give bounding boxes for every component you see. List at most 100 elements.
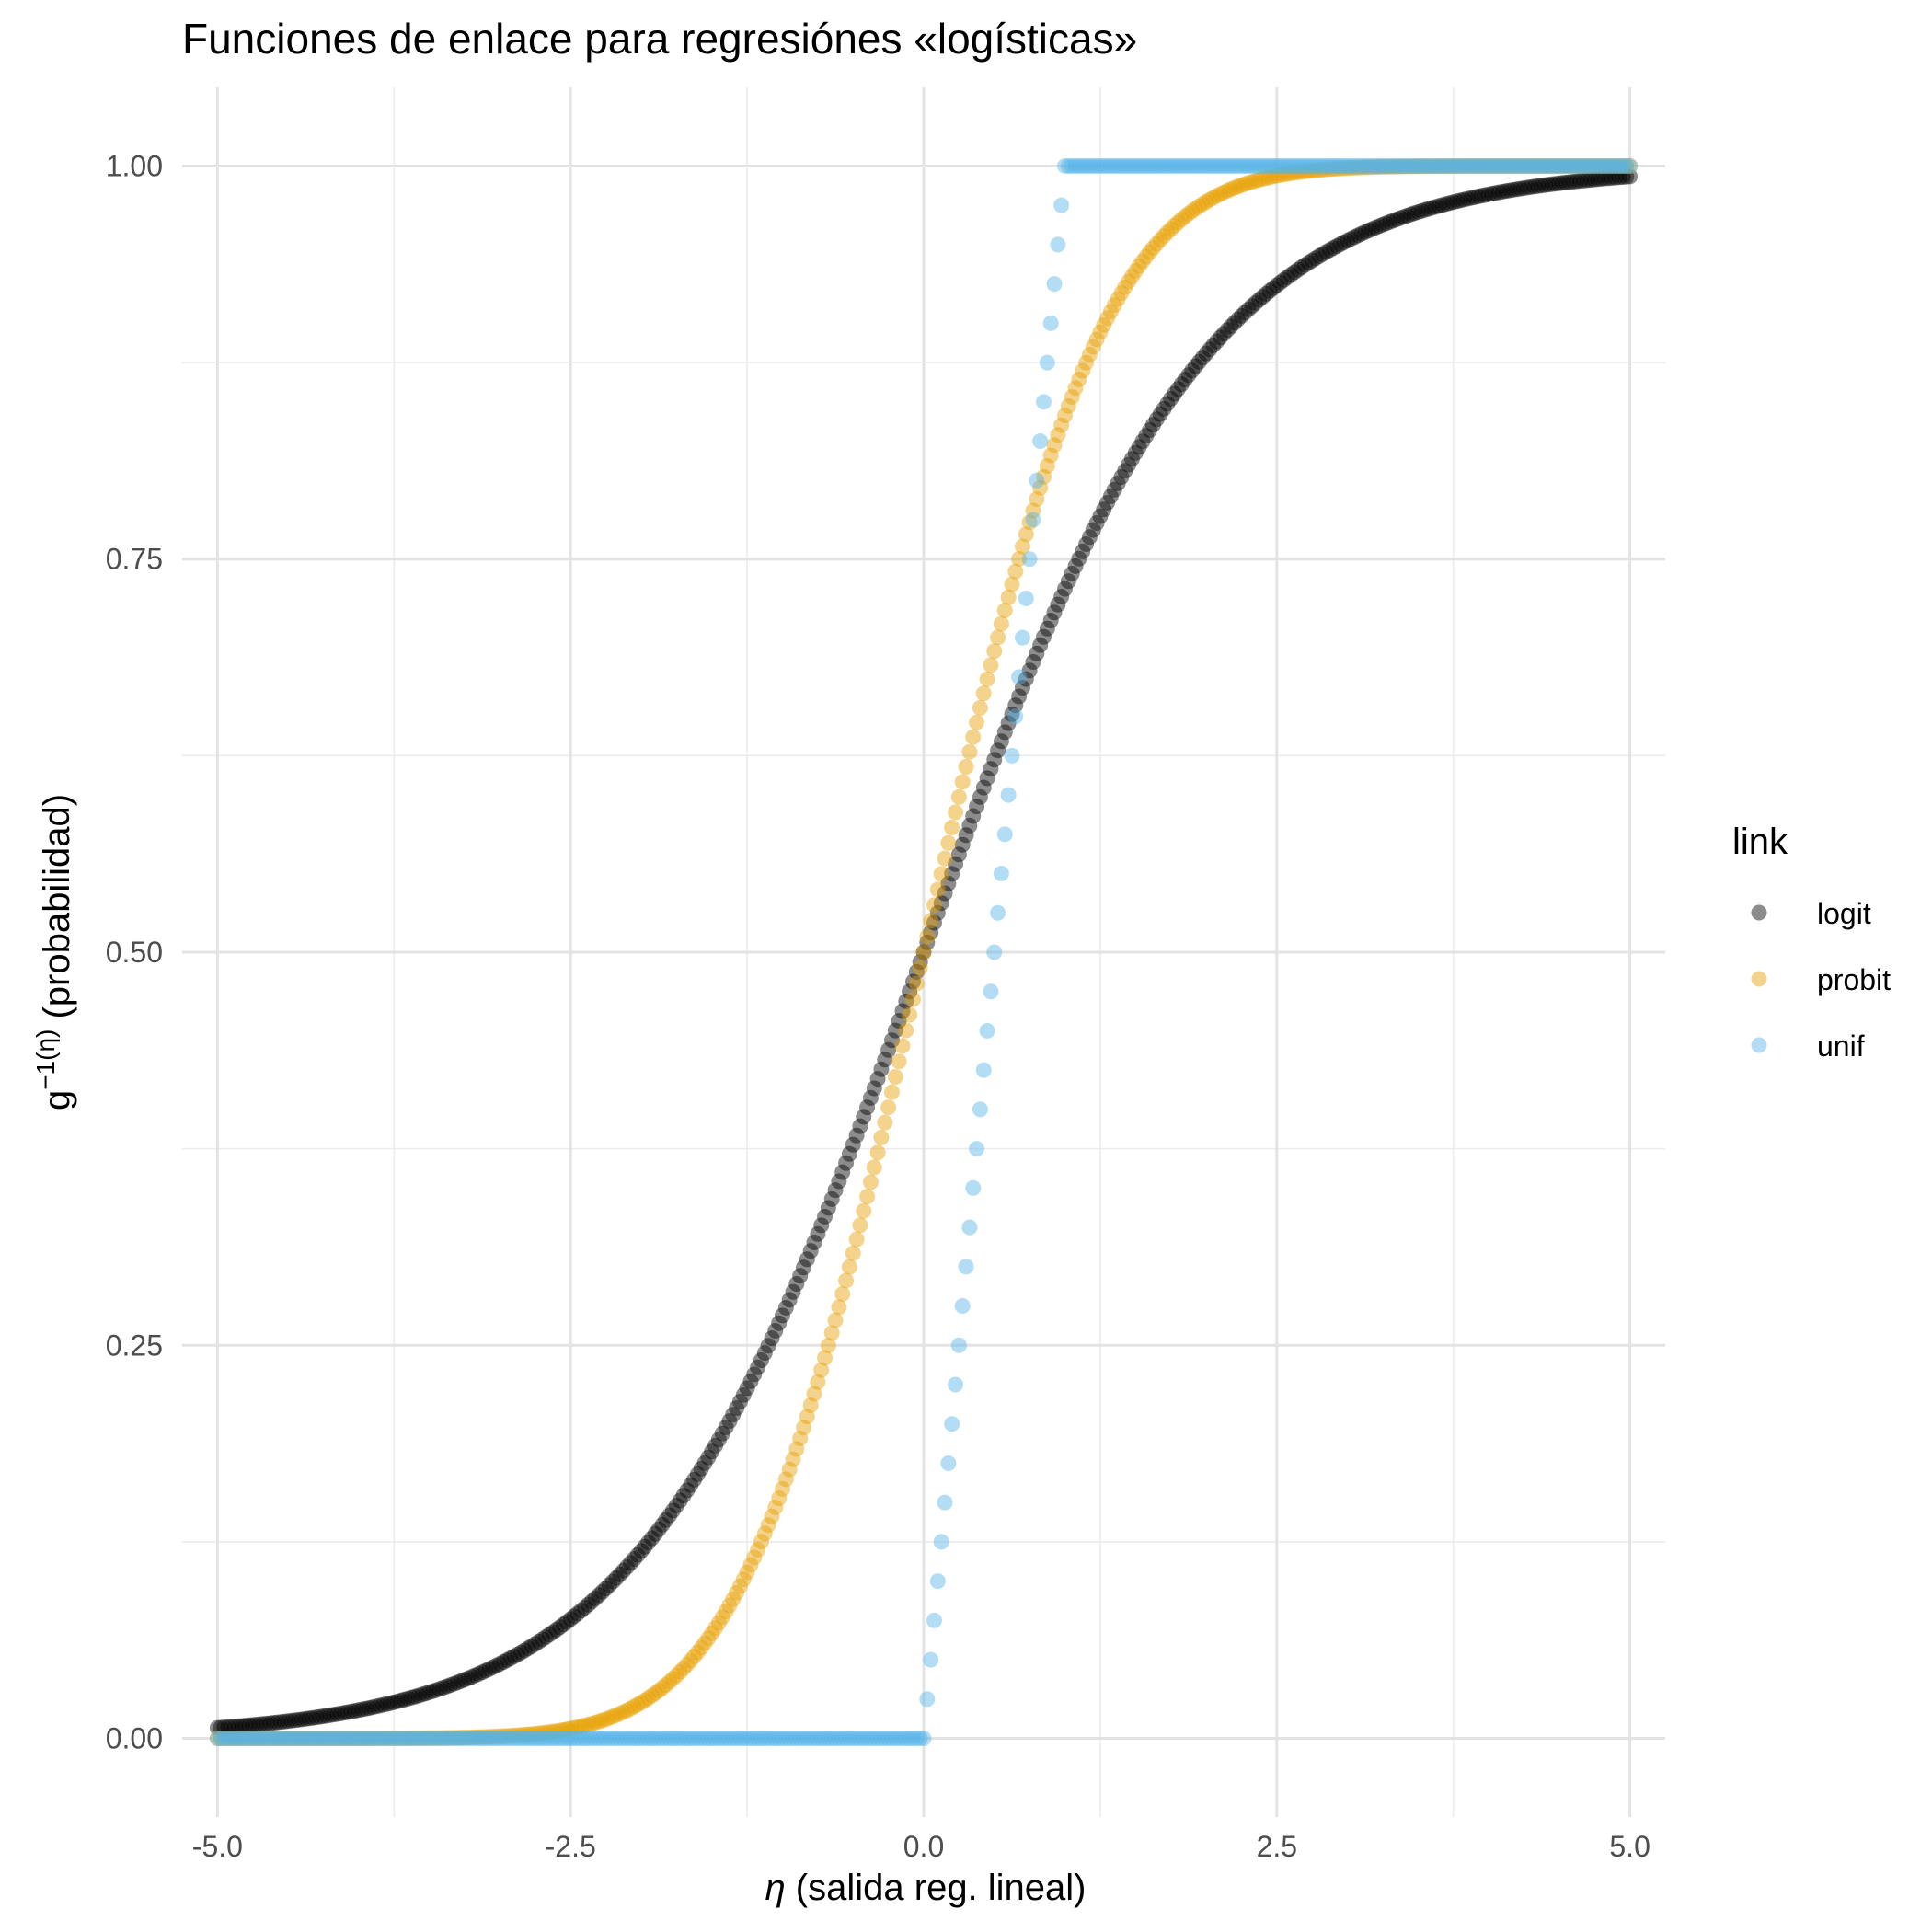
- point-unif: [516, 1731, 533, 1747]
- point-logit: [477, 1662, 494, 1679]
- point-unif: [937, 1494, 953, 1511]
- point-logit: [661, 1507, 678, 1524]
- y-axis-superscript: −1(η): [31, 1029, 60, 1090]
- point-unif: [1459, 157, 1476, 174]
- point-unif: [453, 1731, 469, 1747]
- point-unif: [1106, 157, 1122, 174]
- point-unif: [389, 1731, 406, 1747]
- point-probit: [491, 1728, 508, 1744]
- point-probit: [1230, 178, 1247, 195]
- point-logit: [827, 1182, 844, 1199]
- point-logit: [1198, 345, 1214, 362]
- point-unif: [887, 1731, 903, 1747]
- point-unif: [410, 1731, 427, 1747]
- point-logit: [1085, 522, 1101, 538]
- point-probit: [1484, 158, 1501, 174]
- point-logit: [1088, 515, 1105, 532]
- point-unif: [573, 1731, 590, 1747]
- point-logit: [266, 1715, 282, 1731]
- point-unif: [1081, 157, 1098, 174]
- point-unif: [385, 1731, 402, 1747]
- point-logit: [1434, 197, 1451, 213]
- point-logit: [1580, 172, 1596, 189]
- point-unif: [552, 1731, 569, 1747]
- point-probit: [961, 743, 978, 760]
- point-unif: [1434, 157, 1451, 174]
- point-probit: [485, 1729, 501, 1745]
- point-logit: [742, 1373, 759, 1389]
- point-probit: [774, 1480, 790, 1497]
- point-probit: [1385, 158, 1401, 175]
- point-unif: [1399, 157, 1416, 174]
- point-probit: [781, 1461, 798, 1478]
- point-logit: [640, 1535, 657, 1551]
- point-probit: [577, 1718, 593, 1734]
- point-unif: [891, 1731, 907, 1747]
- point-probit: [1064, 388, 1080, 405]
- point-unif: [856, 1731, 872, 1747]
- point-probit: [1509, 157, 1525, 174]
- point-logit: [1099, 494, 1116, 511]
- point-probit: [845, 1245, 861, 1261]
- point-probit: [1622, 157, 1639, 174]
- point-logit: [950, 846, 967, 863]
- point-unif: [270, 1731, 286, 1747]
- point-probit: [1215, 184, 1232, 201]
- point-logit: [443, 1677, 459, 1694]
- point-unif: [1353, 157, 1370, 174]
- point-unif: [1272, 157, 1289, 174]
- point-unif: [1110, 157, 1126, 174]
- point-unif: [796, 1731, 811, 1747]
- point-probit: [1085, 339, 1101, 355]
- point-unif: [1442, 157, 1458, 174]
- point-probit: [594, 1712, 611, 1729]
- point-probit: [1452, 158, 1468, 175]
- point-logit: [1618, 168, 1635, 185]
- point-probit: [1177, 208, 1193, 224]
- legend: link logit probit unif: [1732, 822, 1891, 1063]
- point-probit: [439, 1730, 455, 1746]
- legend-label-probit: probit: [1817, 963, 1891, 996]
- point-probit: [1223, 181, 1239, 198]
- point-probit: [1371, 159, 1387, 176]
- point-logit: [414, 1686, 431, 1703]
- point-probit: [347, 1731, 363, 1746]
- point-logit: [1029, 645, 1045, 661]
- point-probit: [248, 1731, 265, 1747]
- point-unif: [1127, 157, 1144, 174]
- point-logit: [880, 1041, 897, 1058]
- point-logit: [933, 895, 949, 912]
- point-unif: [379, 1731, 396, 1747]
- point-logit: [887, 1022, 903, 1039]
- point-unif: [1075, 157, 1091, 174]
- point-probit: [679, 1656, 696, 1673]
- point-logit: [1399, 207, 1416, 224]
- point-logit: [531, 1633, 547, 1650]
- point-unif: [1357, 157, 1374, 174]
- point-logit: [898, 993, 914, 1009]
- point-logit: [1403, 206, 1420, 223]
- point-probit: [1519, 157, 1535, 174]
- point-probit: [1169, 214, 1186, 231]
- point-logit: [1007, 697, 1024, 714]
- y-tick-label: 0.25: [106, 1328, 163, 1362]
- point-unif: [364, 1731, 381, 1747]
- point-probit: [1050, 427, 1066, 443]
- point-probit: [785, 1451, 801, 1467]
- point-probit: [460, 1729, 477, 1745]
- point-logit: [255, 1716, 271, 1732]
- point-probit: [810, 1374, 826, 1390]
- point-logit: [1544, 176, 1560, 192]
- point-unif: [944, 1416, 960, 1432]
- point-probit: [1420, 158, 1437, 175]
- point-probit: [548, 1723, 565, 1740]
- point-unif: [823, 1731, 840, 1747]
- point-unif: [1184, 157, 1201, 174]
- point-probit: [721, 1597, 738, 1614]
- point-unif: [1102, 157, 1119, 174]
- point-probit: [1265, 168, 1282, 185]
- point-unif: [1286, 157, 1303, 174]
- point-unif: [1463, 157, 1479, 174]
- point-unif: [1388, 157, 1405, 174]
- point-probit: [1190, 198, 1207, 214]
